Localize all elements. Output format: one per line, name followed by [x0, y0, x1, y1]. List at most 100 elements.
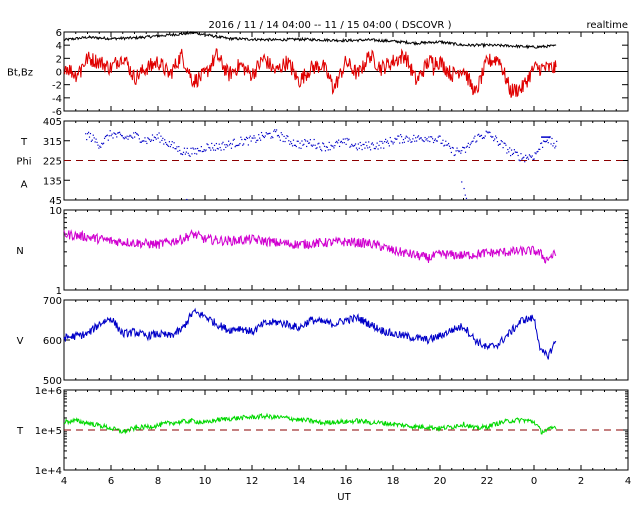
phi-point — [533, 158, 535, 160]
phi-point — [262, 135, 265, 138]
phi-point — [437, 136, 439, 138]
phi-point — [465, 197, 468, 200]
phi-point — [217, 148, 219, 150]
phi-point — [463, 187, 465, 190]
phi-point — [335, 141, 337, 144]
y-axis-label: A — [21, 179, 28, 190]
phi-point — [235, 144, 237, 147]
phi-point — [233, 138, 235, 140]
phi-point — [266, 133, 268, 135]
phi-point — [332, 145, 334, 147]
phi-point — [307, 142, 310, 144]
phi-point — [322, 143, 325, 145]
phi-point — [336, 140, 338, 143]
phi-point — [296, 140, 298, 142]
phi-point — [202, 150, 204, 153]
y-tick-label: 225 — [43, 157, 62, 168]
phi-point — [499, 143, 501, 145]
phi-point — [308, 142, 311, 144]
phi-point — [334, 144, 336, 147]
phi-point — [142, 140, 144, 142]
phi-point — [317, 143, 319, 145]
phi-point — [385, 141, 388, 143]
phi-point — [181, 153, 184, 156]
phi-point — [534, 152, 536, 154]
phi-point — [87, 131, 90, 133]
phi-point — [537, 150, 539, 153]
phi-point — [115, 133, 117, 135]
bz-series — [63, 48, 557, 98]
phi-point — [350, 145, 352, 147]
y-tick-label: 1 — [56, 286, 62, 297]
phi-point — [306, 145, 308, 148]
phi-point — [128, 135, 130, 138]
phi-point — [512, 152, 515, 154]
phi-point — [384, 140, 386, 143]
phi-point — [159, 141, 161, 143]
phi-point — [321, 150, 323, 152]
phi-point — [108, 135, 110, 137]
phi-point — [498, 143, 500, 145]
phi-point — [190, 147, 192, 149]
x-tick-label: 20 — [434, 476, 447, 487]
y-tick-label: 45 — [49, 196, 62, 207]
x-axis-label: UT — [337, 492, 351, 503]
phi-point — [531, 155, 533, 157]
phi-point — [314, 144, 316, 146]
phi-point — [227, 145, 229, 147]
phi-point — [287, 135, 289, 138]
phi-point — [552, 145, 554, 147]
phi-point — [172, 147, 174, 149]
y-tick-label: 1e+4 — [35, 466, 62, 477]
phi-point — [529, 155, 531, 157]
phi-point — [375, 146, 377, 148]
phi-point — [420, 137, 422, 139]
phi-point — [517, 154, 519, 157]
phi-point — [139, 141, 141, 143]
x-tick-label: 2 — [578, 476, 584, 487]
phi-point — [240, 136, 242, 138]
phi-point — [539, 148, 541, 150]
phi-point — [223, 149, 225, 151]
x-tick-label: 10 — [199, 476, 212, 487]
phi-point — [444, 144, 446, 146]
temperature-series — [63, 412, 557, 435]
phi-point — [149, 139, 151, 141]
phi-point — [457, 149, 459, 152]
phi-point — [244, 138, 246, 140]
phi-point — [292, 139, 295, 141]
phi-point — [343, 142, 345, 144]
phi-point — [162, 137, 164, 139]
phi-point — [286, 135, 288, 137]
phi-point — [491, 136, 493, 138]
phi-point — [553, 142, 555, 145]
phi-point — [472, 140, 474, 142]
phi-point — [355, 147, 358, 149]
phi-point — [358, 147, 360, 149]
phi-point — [119, 133, 122, 135]
phi-point — [270, 137, 272, 139]
phi-point — [469, 144, 471, 146]
phi-point — [449, 147, 452, 149]
phi-point — [303, 143, 305, 145]
phi-point — [311, 145, 313, 147]
phi-point — [150, 139, 153, 141]
phi-point — [253, 135, 255, 137]
phi-point — [453, 154, 455, 157]
phi-point — [372, 144, 374, 146]
phi-point — [344, 138, 346, 140]
phi-point — [102, 143, 104, 145]
phi-point — [117, 132, 119, 134]
phi-point — [392, 143, 394, 145]
phi-point — [455, 150, 457, 152]
phi-point — [342, 138, 344, 140]
phi-point — [388, 145, 390, 147]
phi-point — [494, 135, 497, 137]
phi-point — [313, 138, 315, 141]
phi-point — [555, 145, 557, 147]
phi-point — [228, 144, 231, 146]
phi-point — [439, 135, 441, 137]
phi-point — [97, 144, 99, 146]
phi-point — [238, 144, 240, 146]
phi-point — [443, 145, 445, 147]
